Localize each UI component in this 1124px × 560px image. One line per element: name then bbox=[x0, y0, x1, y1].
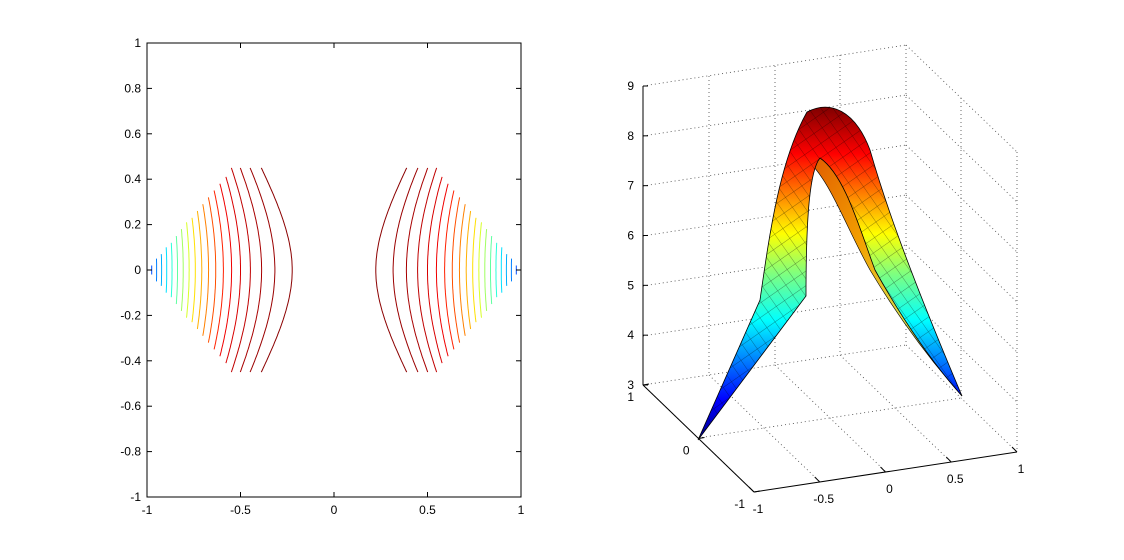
y-tick-label: 0.2 bbox=[124, 218, 141, 232]
y3d-tick-label: 0 bbox=[683, 444, 690, 458]
surface-y-ticks: -1 0 1 bbox=[627, 383, 761, 511]
x3d-tick-label: -0.5 bbox=[813, 492, 834, 506]
z-tick-label: 9 bbox=[627, 79, 634, 93]
contour-line bbox=[196, 210, 203, 330]
contour-x-ticks: -1 -0.5 0 0.5 1 bbox=[142, 43, 525, 517]
x3d-tick-mark bbox=[814, 476, 821, 483]
contour-line bbox=[165, 247, 168, 293]
contour-line bbox=[392, 167, 419, 373]
contour-line bbox=[202, 204, 210, 336]
x3d-tick-label: -1 bbox=[753, 502, 764, 516]
contour-line bbox=[500, 247, 503, 293]
contour-line bbox=[451, 197, 461, 343]
contour-line bbox=[175, 235, 178, 305]
contour-line bbox=[249, 167, 276, 373]
x3d-tick-mark bbox=[748, 486, 755, 493]
y-tick-label: 0 bbox=[134, 263, 141, 277]
z-tick-label: 5 bbox=[627, 278, 634, 292]
y-tick-label: 1 bbox=[134, 36, 141, 50]
contour-y-ticks: -1 -0.8 -0.6 -0.4 -0.2 0 0.2 0.4 0.6 0.8 1 bbox=[120, 36, 521, 504]
surface-x-ticks: -1 -0.5 0 0.5 1 bbox=[748, 446, 1025, 516]
y3d-tick-mark bbox=[753, 490, 761, 493]
contour-line bbox=[213, 190, 224, 350]
y-tick-label: 0.8 bbox=[124, 81, 141, 95]
contour-line bbox=[478, 222, 482, 318]
y-tick-label: -1 bbox=[130, 490, 141, 504]
y3d-tick-label: -1 bbox=[734, 497, 745, 511]
contour-line bbox=[484, 229, 488, 311]
surface-axes: 3 4 5 6 7 8 9 -1 -0.5 0 0.5 1 -1 0 1 bbox=[627, 44, 1025, 516]
contour-plot-box bbox=[146, 42, 522, 498]
contour-line bbox=[495, 242, 498, 298]
surface-z-ticks: 3 4 5 6 7 8 9 bbox=[627, 79, 648, 392]
contour-line bbox=[427, 176, 443, 364]
y-tick-label: 0.6 bbox=[124, 127, 141, 141]
y3d-tick-mark bbox=[642, 383, 650, 386]
z-tick-label: 4 bbox=[627, 328, 634, 342]
x-tick-label: -1 bbox=[142, 503, 153, 517]
y-tick-label: -0.4 bbox=[120, 354, 141, 368]
contour-line bbox=[472, 217, 477, 323]
contour-line bbox=[239, 167, 263, 373]
contour-line bbox=[186, 222, 190, 318]
z-tick-label: 7 bbox=[627, 179, 634, 193]
y-tick-label: -0.8 bbox=[120, 445, 141, 459]
contour-line bbox=[260, 167, 293, 373]
contour-line bbox=[191, 217, 196, 323]
y-tick-label: -0.6 bbox=[120, 399, 141, 413]
contour-line bbox=[170, 242, 173, 298]
contour-line bbox=[444, 190, 455, 350]
x3d-tick-label: 0.5 bbox=[947, 472, 964, 486]
x3d-tick-mark bbox=[1011, 446, 1018, 453]
x-tick-label: -0.5 bbox=[230, 503, 251, 517]
z-tick-label: 3 bbox=[627, 378, 634, 392]
contour-line bbox=[458, 204, 466, 336]
z-tick-label: 8 bbox=[627, 129, 634, 143]
contour-line bbox=[417, 167, 438, 373]
x-tick-label: 0.5 bbox=[419, 503, 436, 517]
z-tick-label: 6 bbox=[627, 229, 634, 243]
x3d-tick-mark bbox=[880, 466, 886, 473]
contour-line bbox=[465, 210, 472, 330]
y3d-tick-label: 1 bbox=[627, 390, 634, 404]
contour-line bbox=[490, 235, 493, 305]
contour-line bbox=[405, 167, 429, 373]
y-tick-label: 0.4 bbox=[124, 172, 141, 186]
x3d-tick-label: 1 bbox=[1018, 462, 1025, 476]
x3d-tick-label: 0 bbox=[886, 482, 893, 496]
contour-axes: -1 -0.5 0 0.5 1 -1 -0.8 -0.6 -0.4 -0.2 0 0.2 0.4 0.6… bbox=[120, 36, 524, 517]
contour-line bbox=[435, 183, 449, 357]
contour-line bbox=[219, 183, 233, 357]
x-tick-label: 0 bbox=[331, 503, 338, 517]
contour-line bbox=[230, 167, 251, 373]
y3d-tick-mark bbox=[698, 437, 705, 439]
contour-line bbox=[207, 197, 217, 343]
x3d-tick-mark bbox=[945, 456, 952, 463]
y-tick-label: -0.2 bbox=[120, 308, 141, 322]
contour-line bbox=[225, 176, 241, 364]
contour-line bbox=[375, 167, 408, 373]
contour-line bbox=[180, 229, 184, 311]
x-tick-label: 1 bbox=[518, 503, 525, 517]
surface-mesh bbox=[697, 106, 963, 441]
contour-lines bbox=[151, 167, 517, 373]
